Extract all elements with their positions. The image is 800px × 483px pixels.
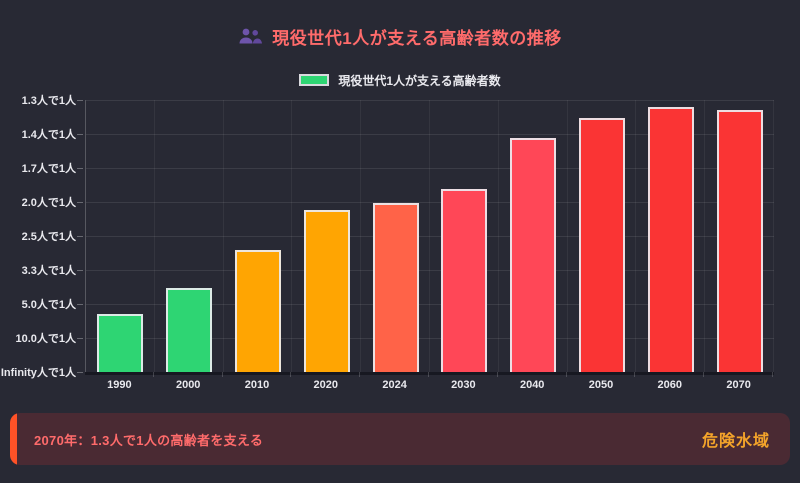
y-tick-label: Infinity人で1人 (0, 367, 76, 379)
legend-item[interactable]: 現役世代1人が支える高齢者数 (0, 71, 800, 89)
x-tick-label: 2030 (451, 379, 476, 391)
bar-2020[interactable] (303, 209, 350, 372)
bar-2024[interactable] (372, 203, 419, 372)
x-tick-mark (428, 372, 429, 377)
gridline-horizontal (86, 100, 774, 101)
x-tick-mark (290, 372, 292, 377)
x-tick-label: 2040 (519, 379, 545, 391)
gridline-vertical (291, 100, 293, 372)
y-tick-label: 1.7人で1人 (21, 163, 76, 175)
plot-area (85, 100, 774, 375)
banner-accent-stripe (10, 413, 17, 465)
bar-2040[interactable] (510, 137, 557, 372)
x-tick-mark (359, 372, 361, 377)
gridline-vertical (635, 100, 637, 372)
legend-swatch (299, 74, 330, 86)
gridline-vertical (773, 100, 774, 372)
bar-2050[interactable] (579, 117, 625, 372)
gridline-horizontal (86, 338, 774, 339)
x-tick-label: 1990 (107, 379, 132, 391)
gridline-horizontal (86, 134, 774, 135)
bar-2000[interactable] (166, 288, 213, 372)
y-tick-label: 1.3人で1人 (21, 95, 76, 107)
x-tick-mark (496, 372, 498, 377)
y-tick-label: 3.3人で1人 (21, 265, 76, 277)
x-tick-mark (703, 372, 705, 377)
bar-2030[interactable] (441, 189, 488, 372)
y-tick-mark (77, 372, 83, 373)
y-tick-mark (77, 338, 83, 339)
y-tick-mark (77, 202, 83, 203)
x-tick-label: 2060 (657, 379, 683, 391)
gridline-vertical (153, 100, 155, 372)
legend-label: 現役世代1人が支える高齢者数 (338, 73, 501, 88)
x-tick-mark (221, 372, 223, 377)
y-tick-mark (77, 270, 83, 271)
bar-2060[interactable] (647, 107, 694, 372)
gridline-horizontal (86, 304, 774, 305)
danger-zone-badge: 危険水域 (701, 433, 770, 450)
x-tick-mark (565, 372, 567, 377)
gridline-vertical (360, 100, 362, 372)
x-tick-label: 2050 (588, 379, 614, 391)
bar-2070[interactable] (716, 109, 763, 372)
people-icon (238, 28, 263, 45)
y-tick-mark (77, 236, 83, 237)
gridline-horizontal (86, 202, 774, 203)
gridline-vertical (566, 100, 568, 372)
bar-1990[interactable] (97, 314, 144, 372)
x-tick-label: 2010 (244, 379, 270, 391)
y-tick-mark (77, 168, 83, 169)
y-axis-labels: 1.3人で1人 1.4人で1人 1.7人で1人 2.0人で1人 2.5人で1人 3.3人で… (0, 95, 83, 379)
x-axis-line (85, 372, 774, 375)
x-tick-mark (634, 372, 636, 377)
gridline-horizontal (86, 168, 774, 169)
x-tick-label: 2024 (382, 379, 407, 391)
x-axis-labels: 1990 2000 2010 2020 2024 2030 2040 2050 2060 2070 (85, 379, 773, 395)
x-tick-label: 2070 (726, 379, 751, 391)
chart-header: 現役世代1人が支える高齢者数の推移 (0, 22, 800, 50)
y-tick-label: 2.0人で1人 (21, 197, 76, 209)
y-tick-label: 1.4人で1人 (21, 129, 76, 141)
y-tick-label: 10.0人で1人 (15, 333, 76, 345)
y-tick-label: 2.5人で1人 (21, 231, 76, 243)
page-title: 現役世代1人が支える高齢者数の推移 (272, 28, 562, 48)
y-tick-mark (77, 134, 83, 135)
x-tick-label: 2020 (313, 379, 339, 391)
x-tick-mark (772, 372, 773, 377)
warning-banner: 2070年：1.3人で1人の高齢者を支える 危険水域 (10, 413, 790, 465)
gridline-horizontal (86, 236, 774, 237)
y-tick-label: 5.0人で1人 (21, 299, 76, 311)
x-tick-label: 2000 (175, 379, 201, 391)
y-tick-mark (77, 100, 83, 101)
gridline-horizontal (86, 270, 774, 271)
gridline-vertical (222, 100, 224, 372)
x-tick-mark (152, 372, 154, 377)
gridline-vertical (429, 100, 430, 372)
gridline-vertical (497, 100, 499, 372)
bar-2010[interactable] (235, 249, 281, 372)
banner-message: 2070年：1.3人で1人の高齢者を支える (34, 432, 264, 448)
gridline-vertical (704, 100, 706, 372)
y-tick-mark (77, 304, 83, 305)
